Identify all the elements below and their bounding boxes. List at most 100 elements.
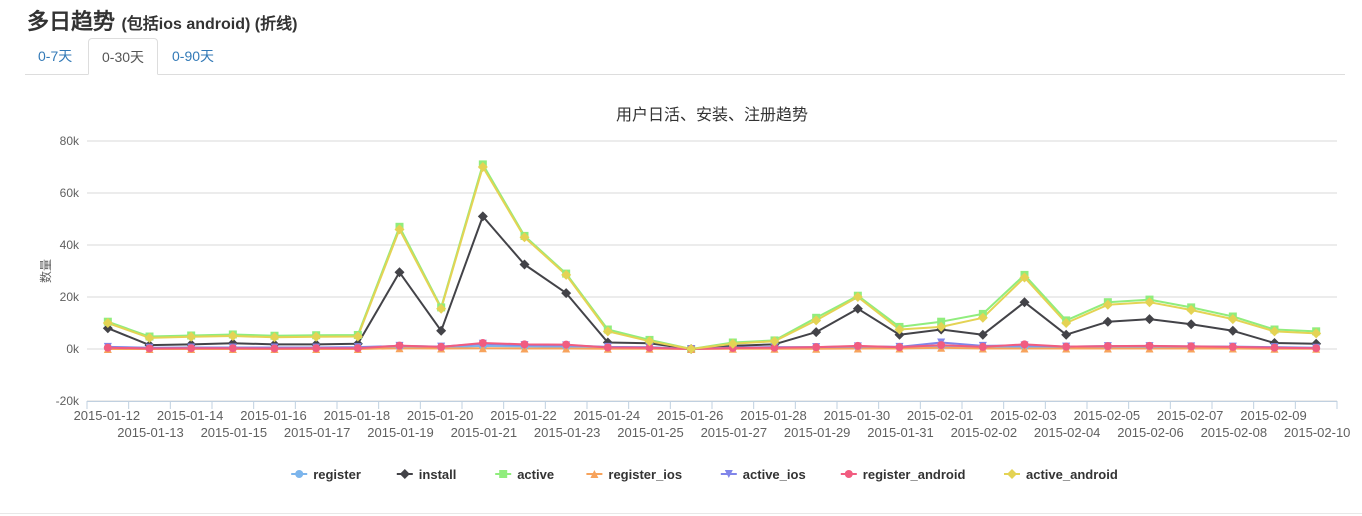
x-tick-label: 2015-01-12 [74, 408, 141, 423]
point-active_android [269, 332, 280, 343]
point-active_android [1019, 272, 1030, 283]
x-tick-label: 2015-01-19 [367, 425, 434, 440]
point-active_android [1061, 318, 1072, 328]
point-register_android [1228, 342, 1237, 351]
tab-0-7[interactable]: 0-7天 [38, 48, 73, 64]
y-tick-label: 20k [60, 290, 80, 304]
y-tick-label: 80k [60, 134, 80, 148]
point-active_android [352, 331, 363, 342]
point-install [436, 325, 447, 336]
legend-item-register_ios: register_ios [608, 467, 682, 482]
point-register_android [603, 343, 612, 352]
bottom-divider [0, 513, 1362, 514]
legend-marker [1007, 469, 1017, 479]
x-tick-label: 2015-01-25 [617, 425, 684, 440]
point-active_android [561, 269, 572, 280]
legend-marker [499, 470, 508, 478]
x-tick-label: 2015-01-28 [740, 408, 807, 423]
point-active_android [436, 303, 447, 314]
point-register_android [103, 343, 112, 352]
point-install [394, 267, 405, 278]
point-register_android [1145, 341, 1154, 350]
point-register_android [478, 339, 487, 348]
x-tick-label: 2015-02-07 [1157, 408, 1224, 423]
legend-marker [724, 470, 733, 478]
x-tick-label: 2015-01-24 [574, 408, 641, 423]
point-install [477, 211, 488, 222]
point-active_android [1269, 326, 1280, 337]
point-register_android [1020, 340, 1029, 349]
point-active_android [1102, 299, 1113, 310]
point-register_android [520, 340, 529, 349]
point-active_android [477, 162, 488, 172]
point-register_android [1062, 342, 1071, 351]
x-tick-label: 2015-02-05 [1074, 408, 1141, 423]
point-install [1102, 316, 1113, 327]
point-register_android [187, 344, 196, 353]
point-register_android [770, 343, 779, 352]
legend-item-active: active [517, 467, 554, 482]
x-tick-label: 2015-02-08 [1201, 425, 1268, 440]
point-register_ios [478, 344, 487, 353]
point-active_android [1311, 328, 1322, 339]
range-tabs: 0-7天 0-30天 0-90天 [25, 38, 1345, 75]
x-tick-label: 2015-02-01 [907, 408, 974, 423]
point-active_android [1186, 305, 1197, 315]
y-tick-label: 0k [66, 342, 80, 356]
series-line-install [107, 215, 1317, 350]
point-register_android [312, 344, 321, 353]
legend-item-active_android: active_android [1026, 467, 1118, 482]
legend-marker [295, 470, 304, 478]
point-active_android [1144, 297, 1155, 308]
point-register_android [562, 340, 571, 349]
x-tick-label: 2015-01-26 [657, 408, 724, 423]
point-install [1227, 325, 1238, 336]
x-tick-label: 2015-01-13 [117, 425, 184, 440]
point-active_android [727, 338, 738, 349]
point-register_android [1187, 342, 1196, 351]
point-active_android [811, 315, 822, 326]
x-tick-label: 2015-01-31 [867, 425, 934, 440]
point-install [894, 329, 905, 340]
point-active_android [602, 326, 613, 337]
point-install [977, 329, 988, 340]
point-active_android [311, 331, 322, 342]
point-install [519, 259, 530, 270]
x-tick-label: 2015-02-03 [990, 408, 1057, 423]
x-tick-label: 2015-01-23 [534, 425, 601, 440]
point-active_android [894, 324, 905, 335]
point-install [1061, 329, 1072, 340]
y-tick-label: 40k [60, 238, 80, 252]
x-tick-label: 2015-01-16 [240, 408, 307, 423]
point-register_android [1312, 344, 1321, 353]
x-tick-label: 2015-01-18 [324, 408, 391, 423]
legend-marker [399, 469, 410, 479]
point-install [1186, 319, 1197, 330]
point-register_android [395, 341, 404, 350]
point-register_android [853, 341, 862, 350]
x-tick-label: 2015-01-21 [451, 425, 518, 440]
page-title: 多日趋势 [27, 10, 116, 35]
point-install [561, 288, 572, 299]
point-register_android [1103, 342, 1112, 351]
y-axis-label: 数量 [38, 259, 53, 283]
point-register_android [978, 342, 987, 351]
point-active_android [144, 332, 155, 343]
tab-0-30[interactable]: 0-30天 [88, 38, 159, 75]
point-register_android [353, 344, 362, 353]
point-active_android [227, 331, 238, 341]
point-install [811, 327, 822, 338]
legend-marker [844, 470, 853, 478]
legend-marker [590, 470, 599, 478]
x-tick-label: 2015-01-27 [701, 425, 768, 440]
y-tick-label: -20k [56, 394, 80, 408]
legend-item-register_android: register_android [863, 467, 966, 482]
series-line-register_android [107, 342, 1317, 350]
x-tick-label: 2015-01-15 [201, 425, 268, 440]
point-active_android [186, 331, 197, 342]
tab-0-90[interactable]: 0-90天 [172, 48, 215, 64]
point-register_android [270, 344, 279, 353]
page-header: 多日趋势 (包括ios android) (折线) [27, 4, 297, 36]
series-line-active_android [107, 166, 1317, 350]
point-install [852, 303, 863, 314]
